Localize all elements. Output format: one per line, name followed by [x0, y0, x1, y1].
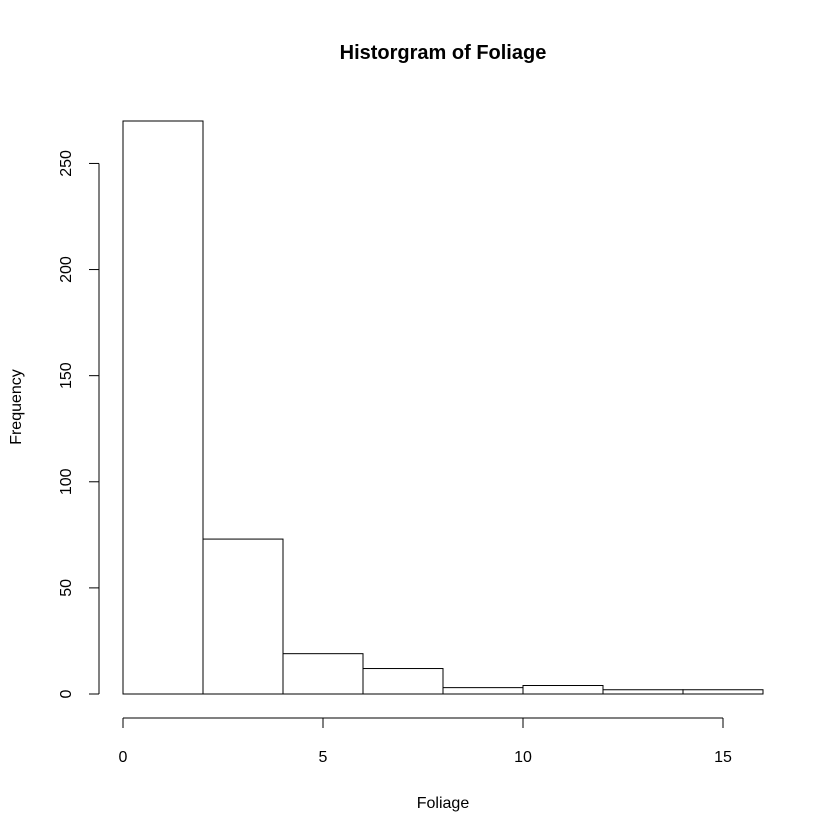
y-tick-label: 100	[58, 468, 75, 495]
histogram-bar	[282, 653, 364, 695]
x-tick-label: 10	[514, 749, 532, 766]
y-tick-label: 200	[58, 256, 75, 283]
histogram-bar	[602, 689, 684, 695]
y-axis-label: Frequency	[8, 369, 25, 445]
histogram-bar	[122, 120, 204, 695]
x-tick-label: 0	[119, 749, 128, 766]
y-axis: 0 50 100 150 200 250	[58, 150, 100, 698]
histogram-bar	[202, 538, 284, 695]
histogram-bar	[522, 685, 604, 695]
chart-title: Historgram of Foliage	[340, 42, 547, 64]
x-tick-label: 15	[714, 749, 732, 766]
bars-group	[122, 120, 764, 695]
y-tick-label: 0	[58, 689, 75, 698]
histogram-bar	[682, 689, 764, 695]
y-tick-label: 250	[58, 150, 75, 177]
histogram-bar	[362, 668, 444, 695]
x-axis: 0 5 10 15	[119, 717, 732, 766]
x-tick-label: 5	[319, 749, 328, 766]
y-tick-label: 150	[58, 362, 75, 389]
x-axis-label: Foliage	[417, 795, 470, 812]
y-tick-label: 50	[58, 579, 75, 597]
histogram-bar	[442, 687, 524, 695]
